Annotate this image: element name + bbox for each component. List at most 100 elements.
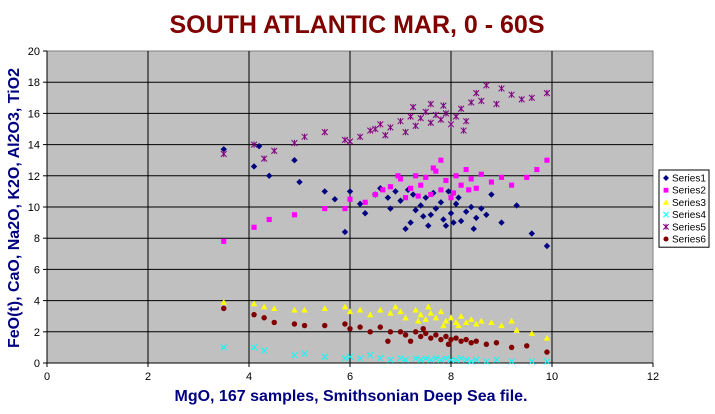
data-point [250,163,258,170]
series-1 [220,142,551,250]
data-point [250,300,258,307]
data-point [524,343,530,349]
data-point [543,334,551,341]
data-point [301,350,308,357]
data-point [397,355,404,362]
x-tick-label: 0 [44,371,50,383]
data-point [473,214,480,222]
data-point [543,89,551,97]
data-point [483,341,490,347]
data-point [321,188,328,195]
series-3 [220,298,551,341]
data-point [361,210,369,217]
x-tick-label: 8 [448,371,454,383]
data-point [402,195,409,201]
legend-marker [662,223,670,230]
data-point [321,305,328,311]
data-point [397,117,404,125]
legend-marker [663,236,669,242]
data-point [455,322,462,329]
data-point [443,177,449,184]
data-point [367,311,374,318]
data-point [509,182,515,188]
data-point [372,191,378,198]
data-point [291,321,298,327]
data-point [445,188,452,195]
series-2 [221,157,550,244]
data-point [462,319,470,325]
data-point [356,133,364,141]
data-point [544,157,550,163]
data-point [442,222,450,229]
data-point [447,356,455,364]
data-point [220,344,227,351]
data-point [473,185,479,191]
data-point [321,128,328,136]
data-point [493,356,500,364]
data-point [377,121,384,128]
data-point [478,205,485,212]
data-point [346,308,354,315]
data-point [387,356,394,364]
y-tick-label: 16 [28,108,40,120]
data-point [437,308,445,315]
data-point [251,224,257,230]
data-point [291,157,298,164]
data-point [427,356,435,364]
data-point [478,171,484,177]
data-point [397,329,404,335]
series-4 [220,344,551,365]
data-point [447,210,455,217]
data-point [377,306,384,313]
legend-label: Series6 [672,235,706,246]
data-point [271,319,277,326]
data-point [250,344,258,351]
data-point [543,358,551,365]
data-point [407,338,414,344]
data-point [468,203,475,211]
data-point [425,303,432,310]
data-point [412,329,419,335]
data-point [342,206,348,212]
data-point [260,303,268,310]
data-point [260,155,268,162]
data-point [528,358,536,365]
data-point [488,319,495,325]
y-tick-label: 18 [28,77,40,89]
data-point [387,205,394,212]
data-point [473,320,480,327]
data-point [387,124,394,131]
data-point [440,102,447,109]
data-point [427,119,435,126]
data-point [291,212,298,218]
data-point [301,306,308,313]
data-point [346,188,354,195]
data-point [468,340,474,346]
data-point [468,316,475,322]
data-point [463,336,469,343]
data-point [271,147,278,155]
data-point [483,211,490,218]
data-point [452,200,460,208]
data-point [397,308,404,315]
data-point [422,108,429,116]
data-point [261,315,267,321]
y-tick-label: 10 [28,202,40,214]
x-tick-label: 4 [246,371,252,383]
data-point [534,167,540,173]
data-point [266,216,272,223]
legend-label: Series2 [672,186,706,197]
data-point [402,356,409,364]
data-point [462,117,470,125]
data-point [422,355,429,362]
data-point [457,313,465,319]
data-point [412,355,419,362]
data-point [450,190,457,196]
data-point [408,185,414,191]
data-point [473,338,479,344]
legend-marker [663,187,669,193]
data-point [407,113,414,120]
data-point [221,305,227,312]
data-point [427,211,434,218]
data-point [508,358,515,365]
